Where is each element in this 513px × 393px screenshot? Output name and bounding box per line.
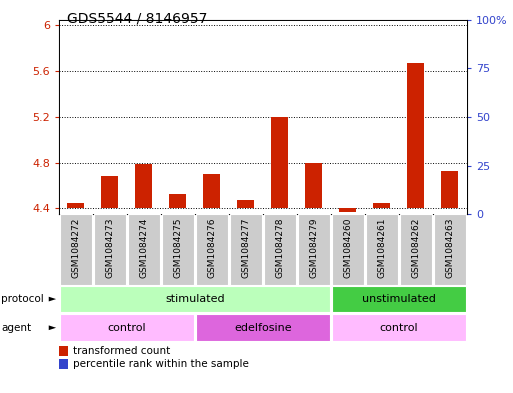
Bar [195,314,330,341]
Text: GSM1084277: GSM1084277 [242,218,250,278]
Bar [407,63,424,208]
Bar [60,214,92,285]
Bar [243,195,248,214]
Bar [433,214,466,285]
Text: unstimulated: unstimulated [362,294,436,304]
Bar [331,286,466,312]
Bar [264,214,296,285]
Bar [331,314,466,341]
Text: GSM1084260: GSM1084260 [343,218,352,278]
Bar [102,176,119,208]
Bar [162,214,194,285]
Bar [413,185,419,214]
Text: stimulated: stimulated [165,294,225,304]
Bar [142,189,147,214]
Bar [128,214,160,285]
Text: control: control [108,323,146,333]
Bar [60,314,194,341]
Bar [331,214,364,285]
Bar [340,208,357,212]
Text: transformed count: transformed count [73,346,171,356]
Text: GSM1084275: GSM1084275 [173,218,183,278]
Text: protocol: protocol [1,294,44,304]
Bar [60,286,330,312]
Bar [447,187,452,214]
Text: agent: agent [1,323,31,333]
Bar [209,189,214,214]
Text: GSM1084279: GSM1084279 [309,218,319,278]
Bar [441,171,458,208]
Polygon shape [49,297,56,301]
Text: GSM1084263: GSM1084263 [445,218,455,278]
Bar [366,214,398,285]
Bar [271,117,288,208]
Bar [169,194,186,208]
Text: GSM1084272: GSM1084272 [71,218,81,278]
Text: GSM1084273: GSM1084273 [106,218,114,278]
Text: edelfosine: edelfosine [234,323,292,333]
Bar [73,191,78,214]
Bar [278,187,283,214]
Bar [230,214,262,285]
Bar [135,164,152,208]
Polygon shape [49,325,56,330]
Text: GSM1084278: GSM1084278 [275,218,284,278]
Bar [311,189,317,214]
Text: GSM1084276: GSM1084276 [207,218,216,278]
Bar [345,195,350,214]
Text: control: control [380,323,418,333]
Bar [107,187,112,214]
Bar [373,203,390,208]
Text: percentile rank within the sample: percentile rank within the sample [73,359,249,369]
Text: GSM1084274: GSM1084274 [140,218,148,278]
Bar [68,203,85,208]
Bar [379,193,384,214]
Bar [175,193,181,214]
Text: GDS5544 / 8146957: GDS5544 / 8146957 [67,11,207,25]
Bar [195,214,228,285]
Text: GSM1084261: GSM1084261 [378,218,386,278]
Bar [305,163,322,208]
Bar [94,214,126,285]
Bar [204,174,221,208]
Bar [238,200,254,208]
Bar [298,214,330,285]
Text: GSM1084262: GSM1084262 [411,218,420,278]
Bar [400,214,432,285]
